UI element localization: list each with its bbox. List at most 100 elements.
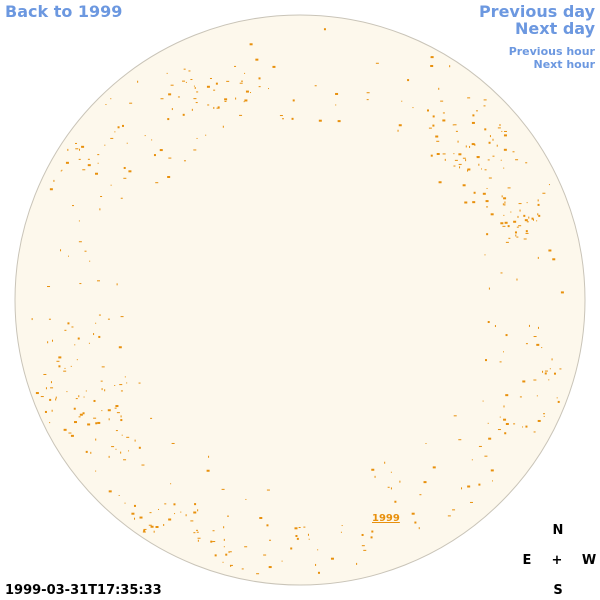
speck bbox=[484, 254, 486, 256]
speck bbox=[467, 168, 471, 171]
speck bbox=[552, 258, 556, 261]
speck bbox=[196, 531, 199, 533]
speck bbox=[411, 512, 415, 515]
speck bbox=[197, 537, 201, 539]
speck bbox=[194, 86, 196, 89]
speck bbox=[114, 131, 116, 133]
speck bbox=[82, 169, 86, 171]
speck bbox=[442, 119, 446, 122]
compass-center: + bbox=[551, 553, 563, 568]
speck bbox=[485, 200, 489, 203]
speck bbox=[47, 286, 51, 288]
speck bbox=[119, 384, 123, 386]
speck bbox=[513, 423, 516, 425]
speck bbox=[472, 114, 475, 117]
speck bbox=[116, 412, 120, 414]
speck bbox=[486, 206, 489, 208]
speck bbox=[543, 413, 546, 415]
speck bbox=[317, 571, 320, 574]
speck bbox=[168, 93, 172, 96]
speck bbox=[239, 114, 243, 116]
speck bbox=[503, 197, 507, 200]
speck bbox=[141, 464, 145, 466]
speck bbox=[196, 91, 199, 93]
speck bbox=[131, 512, 135, 515]
speck bbox=[492, 480, 494, 482]
speck bbox=[399, 480, 401, 483]
speck bbox=[523, 214, 526, 217]
speck bbox=[467, 97, 471, 99]
speck bbox=[542, 370, 544, 373]
speck bbox=[438, 181, 442, 184]
speck bbox=[53, 179, 55, 182]
speck bbox=[98, 314, 101, 316]
speck bbox=[114, 384, 116, 386]
speck bbox=[544, 372, 547, 375]
previous-hour-link[interactable]: Previous hour bbox=[508, 45, 595, 58]
speck bbox=[407, 79, 410, 82]
speck bbox=[115, 430, 118, 432]
speck bbox=[158, 508, 160, 510]
speck bbox=[71, 326, 74, 328]
speck bbox=[93, 417, 97, 419]
speck bbox=[95, 438, 97, 441]
next-day-link[interactable]: Next day bbox=[515, 19, 595, 38]
speck bbox=[133, 504, 136, 507]
speck bbox=[426, 109, 429, 112]
speck bbox=[183, 160, 186, 162]
speck bbox=[168, 518, 172, 521]
speck bbox=[501, 130, 503, 132]
speck bbox=[440, 100, 444, 102]
speck bbox=[363, 549, 367, 551]
speck bbox=[525, 343, 528, 345]
speck bbox=[486, 233, 489, 236]
speck bbox=[503, 405, 505, 408]
speck bbox=[256, 573, 260, 575]
speck bbox=[105, 104, 107, 106]
speck bbox=[533, 379, 537, 381]
speck bbox=[188, 70, 191, 72]
speck bbox=[335, 104, 337, 106]
speck bbox=[556, 397, 558, 399]
speck bbox=[66, 391, 68, 393]
speck bbox=[458, 439, 462, 441]
speck bbox=[483, 99, 487, 101]
speck bbox=[214, 554, 217, 557]
speck bbox=[51, 409, 53, 412]
speck bbox=[504, 221, 508, 224]
next-hour-link[interactable]: Next hour bbox=[533, 58, 596, 71]
speck bbox=[97, 154, 100, 156]
speck bbox=[177, 96, 180, 98]
speck bbox=[469, 145, 471, 148]
speck bbox=[98, 335, 101, 338]
speck bbox=[190, 520, 194, 522]
previous-day-link[interactable]: Previous day bbox=[478, 2, 595, 21]
speck bbox=[100, 380, 103, 382]
speck bbox=[117, 126, 120, 129]
speck bbox=[171, 442, 175, 444]
speck bbox=[307, 533, 309, 536]
speck bbox=[454, 159, 458, 161]
speck bbox=[77, 337, 80, 340]
speck bbox=[551, 358, 553, 361]
speck bbox=[74, 344, 76, 346]
speck bbox=[269, 539, 272, 541]
speck bbox=[542, 192, 546, 194]
speck bbox=[488, 437, 492, 440]
disk-year-link[interactable]: 1999 bbox=[372, 513, 400, 524]
speck bbox=[291, 117, 294, 120]
speck bbox=[87, 158, 90, 160]
speck bbox=[229, 564, 233, 566]
specks bbox=[31, 28, 564, 575]
speck bbox=[453, 165, 456, 167]
speck bbox=[78, 220, 80, 222]
speck bbox=[35, 392, 39, 395]
speck bbox=[60, 170, 62, 172]
speck bbox=[50, 381, 52, 384]
speck bbox=[148, 524, 152, 526]
speck bbox=[52, 339, 54, 342]
speck bbox=[298, 526, 301, 528]
speck bbox=[317, 549, 319, 551]
back-link[interactable]: Back to 1999 bbox=[5, 2, 123, 21]
